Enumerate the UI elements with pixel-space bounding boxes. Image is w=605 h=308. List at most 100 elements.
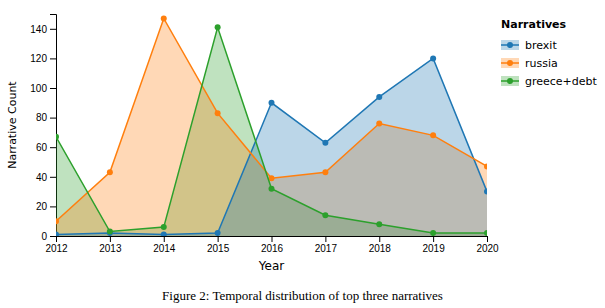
area — [56, 58, 487, 236]
point — [376, 221, 382, 227]
point — [430, 132, 436, 138]
y-tick: 120 — [30, 53, 56, 64]
x-tick: 2013 — [99, 236, 122, 254]
y-tick: 140 — [30, 24, 56, 35]
point — [269, 186, 275, 192]
legend: Narratives brexit russia greece+debt — [501, 18, 598, 88]
marks — [56, 15, 487, 236]
area — [56, 18, 487, 236]
y-tick-label: 20 — [36, 201, 48, 212]
x-axis-line — [57, 237, 488, 243]
point — [322, 169, 328, 175]
point — [56, 134, 59, 140]
point — [107, 169, 113, 175]
y-axis-line — [50, 15, 57, 237]
x-axis-title: Year — [258, 259, 284, 273]
legend-item: russia — [501, 57, 558, 70]
y-tick: 0 — [41, 231, 56, 242]
legend-label: brexit — [525, 39, 557, 52]
y-tick-label: 100 — [30, 83, 47, 94]
x-tick-label: 2017 — [315, 243, 338, 254]
x-tick-mark — [433, 236, 434, 242]
x-tick: 2012 — [45, 236, 68, 254]
caption: Figure 2: Temporal distribution of top t… — [162, 288, 443, 303]
y-tick-label: 40 — [36, 172, 48, 183]
legend-title: Narratives — [501, 18, 567, 31]
legend-marker — [507, 78, 513, 84]
legend-item: greece+debt — [501, 75, 598, 88]
x-tick-mark — [272, 236, 273, 242]
point — [161, 232, 167, 236]
point — [376, 94, 382, 100]
line — [56, 58, 487, 234]
point — [215, 110, 221, 116]
point — [56, 232, 59, 236]
x-tick-label: 2019 — [423, 243, 446, 254]
point — [322, 140, 328, 146]
line — [56, 18, 487, 221]
legend-swatch — [501, 58, 519, 68]
x-tick: 2014 — [153, 236, 176, 254]
y-tick: 20 — [36, 201, 56, 212]
legend-label: russia — [525, 57, 558, 70]
x-tick-mark — [325, 236, 326, 242]
point — [161, 15, 167, 21]
point — [430, 55, 436, 61]
y-tick-mark — [50, 177, 56, 178]
point — [376, 121, 382, 127]
legend-label: greece+debt — [525, 75, 598, 88]
x-tick: 2019 — [423, 236, 446, 254]
x-tick-label: 2013 — [99, 243, 122, 254]
y-tick: 100 — [30, 83, 56, 94]
x-tick-mark — [487, 236, 488, 242]
x-axis: 2012 2013 2014 2015 2016 2017 2018 2019 2020 — [45, 236, 499, 254]
y-axis: 0 20 40 60 80 100 120 140 — [30, 15, 56, 242]
point — [484, 189, 487, 195]
x-tick: 2020 — [476, 236, 499, 254]
chart: 2012 2013 2014 2015 2016 2017 2018 2019 2020 0 20 4… — [0, 0, 605, 308]
point — [215, 230, 221, 236]
point — [322, 212, 328, 218]
y-tick-label: 80 — [36, 112, 48, 123]
legend-swatch — [501, 40, 519, 50]
x-tick-label: 2014 — [153, 243, 176, 254]
x-tick-label: 2012 — [45, 243, 68, 254]
x-tick-label: 2020 — [476, 243, 499, 254]
y-tick: 60 — [36, 142, 56, 153]
legend-item: brexit — [501, 39, 557, 52]
y-tick-mark — [50, 58, 56, 59]
x-tick-mark — [379, 236, 380, 242]
y-tick-label: 60 — [36, 142, 48, 153]
y-tick-label: 0 — [41, 231, 47, 242]
y-tick-mark — [50, 29, 56, 30]
legend-marker — [507, 60, 513, 66]
point — [56, 218, 59, 224]
y-tick-mark — [50, 118, 56, 119]
legend-swatch — [501, 76, 519, 86]
x-tick-label: 2015 — [207, 243, 230, 254]
x-tick-mark — [110, 236, 111, 242]
markers — [56, 15, 487, 224]
y-tick-mark — [50, 88, 56, 89]
x-tick: 2018 — [369, 236, 392, 254]
point — [484, 163, 487, 169]
y-tick-mark — [50, 147, 56, 148]
point — [430, 230, 436, 236]
x-tick: 2016 — [261, 236, 284, 254]
y-tick-label: 120 — [30, 53, 47, 64]
x-tick-label: 2016 — [261, 243, 284, 254]
line — [56, 27, 487, 233]
x-tick: 2017 — [315, 236, 338, 254]
point — [215, 24, 221, 30]
point — [484, 230, 487, 236]
legend-marker — [507, 42, 513, 48]
markers — [56, 55, 487, 236]
x-tick-label: 2018 — [369, 243, 392, 254]
y-axis-title: Narrative Count — [6, 81, 19, 169]
x-tick-mark — [218, 236, 219, 242]
plot: 2012 2013 2014 2015 2016 2017 2018 2019 2020 0 20 4… — [6, 15, 499, 274]
point — [269, 100, 275, 106]
point — [161, 224, 167, 230]
y-tick-mark — [50, 206, 56, 207]
markers — [56, 24, 487, 236]
